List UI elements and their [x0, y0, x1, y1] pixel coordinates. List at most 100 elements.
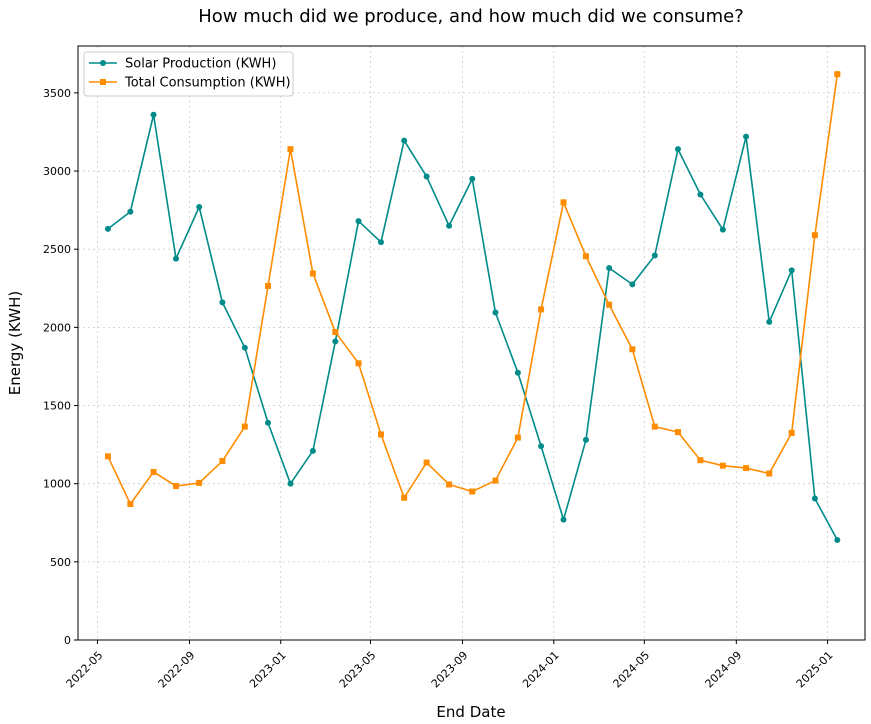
- axis-layer: 0 500 1000 1500 2000 2500 3000 3500 2022-05 2022-…: [43, 87, 836, 691]
- series-1-point: [241, 423, 248, 430]
- legend-marker-1: [100, 79, 106, 85]
- y-tick-label: 2500: [43, 243, 71, 256]
- y-tick-label: 3000: [43, 165, 71, 178]
- legend-box: [83, 51, 294, 97]
- series-1-point: [719, 462, 726, 469]
- grid-layer: [78, 46, 865, 641]
- series-0-point: [265, 419, 272, 426]
- series-1-point: [104, 453, 111, 460]
- series-1-point: [446, 481, 453, 488]
- series-0-point: [127, 208, 134, 215]
- series-1-point: [150, 468, 157, 475]
- series-0-point: [150, 111, 157, 118]
- series-1-point: [697, 457, 704, 464]
- series-0-point: [743, 133, 750, 140]
- y-tick-label: 1500: [43, 400, 71, 413]
- series-0-point: [697, 191, 704, 198]
- chart-title: How much did we produce, and how much di…: [198, 6, 744, 27]
- legend-marker-0: [100, 60, 106, 66]
- series-0-point: [514, 369, 521, 376]
- series-1-point: [377, 431, 384, 438]
- series-1-point: [265, 282, 272, 289]
- series-0-point: [582, 436, 589, 443]
- legend-label-1: Total Consumption (KWH): [124, 76, 291, 91]
- x-tick-label: 2024-09: [703, 649, 745, 691]
- y-tick-label: 0: [64, 634, 71, 647]
- series-0-point: [492, 309, 499, 316]
- y-tick-label: 500: [50, 556, 71, 569]
- legend-items: Solar Production (KWH) Total Consumption …: [89, 57, 291, 91]
- series-1-point: [811, 232, 818, 239]
- series-0-point: [446, 222, 453, 229]
- series-0-point: [219, 299, 226, 306]
- series-0-point: [287, 480, 294, 487]
- series-0-point: [560, 516, 567, 523]
- series-0-point: [332, 338, 339, 345]
- series-1-point: [606, 301, 613, 308]
- x-tick-label: 2025-01: [794, 649, 836, 691]
- series-0-point: [309, 447, 316, 454]
- series-0-point: [629, 281, 636, 288]
- series-1-point: [514, 434, 521, 441]
- series-0-point: [811, 495, 818, 502]
- series-1-point: [196, 479, 203, 486]
- series-0-point: [196, 204, 203, 211]
- x-axis-label: End Date: [436, 703, 505, 721]
- series-1-point: [332, 329, 339, 336]
- x-tick-label: 2022-05: [64, 649, 106, 691]
- series-1-point: [629, 346, 636, 353]
- series-line-1: [107, 74, 839, 505]
- series-0-point: [651, 252, 658, 259]
- series-1-point: [651, 423, 658, 430]
- series-0-point: [173, 255, 180, 262]
- series-0-point: [469, 175, 476, 182]
- series-1-point: [560, 199, 567, 206]
- series-layer: [104, 71, 841, 543]
- x-tick-label: 2023-05: [337, 649, 379, 691]
- series-0-point: [423, 173, 430, 180]
- series-1-point: [538, 306, 545, 313]
- series-0-point: [834, 536, 841, 543]
- x-tick-label: 2022-09: [156, 649, 198, 691]
- series-0-point: [377, 239, 384, 246]
- series-1-point: [219, 458, 226, 465]
- series-1-point: [127, 501, 134, 508]
- series-1-point: [401, 494, 408, 501]
- x-tick-label: 2023-09: [429, 649, 471, 691]
- legend-label-0: Solar Production (KWH): [125, 57, 276, 72]
- series-1-point: [492, 477, 499, 484]
- series-1-point: [355, 360, 362, 367]
- series-0-point: [401, 137, 408, 144]
- series-1-point: [674, 429, 681, 436]
- series-0-point: [788, 267, 795, 274]
- series-1-point: [173, 483, 180, 490]
- series-0-point: [104, 225, 111, 232]
- series-0-point: [719, 226, 726, 233]
- y-axis-label: Energy (KWH): [6, 291, 24, 395]
- series-1-point: [834, 71, 841, 78]
- series-1-point: [743, 465, 750, 472]
- series-0-point: [538, 443, 545, 450]
- series-1-point: [309, 270, 316, 277]
- series-0-point: [241, 344, 248, 351]
- series-1-point: [423, 459, 430, 466]
- y-tick-label: 3500: [43, 87, 71, 100]
- series-0-point: [355, 218, 362, 225]
- series-1-point: [287, 146, 294, 153]
- y-tick-label: 2000: [43, 321, 71, 334]
- y-tick-label: 1000: [43, 478, 71, 491]
- series-1-point: [766, 470, 773, 477]
- series-1-point: [582, 253, 589, 260]
- series-0-point: [674, 146, 681, 153]
- plot-frame: [77, 45, 866, 641]
- series-1-point: [469, 488, 476, 495]
- series-1-point: [788, 429, 795, 436]
- series-0-point: [606, 264, 613, 271]
- x-tick-label: 2023-01: [247, 649, 289, 691]
- x-tick-label: 2024-01: [520, 649, 562, 691]
- x-tick-label: 2024-05: [611, 649, 653, 691]
- legend: Solar Production (KWH) Total Consumption …: [83, 51, 294, 97]
- series-0-point: [766, 318, 773, 325]
